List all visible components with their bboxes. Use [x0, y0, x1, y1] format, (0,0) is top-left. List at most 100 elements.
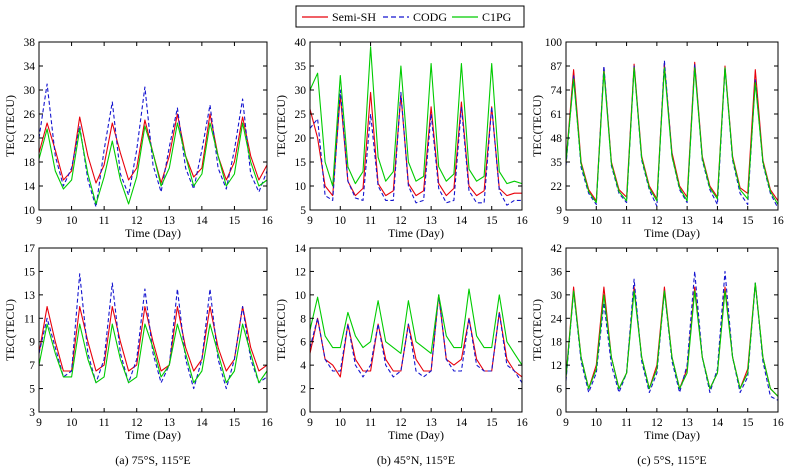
- y-tick-label: 18: [551, 337, 563, 349]
- x-tick-label: 10: [66, 417, 78, 429]
- y-tick-label: 9: [556, 205, 562, 217]
- x-tick-label: 16: [772, 417, 784, 429]
- series-line-c1pg: [309, 288, 523, 366]
- x-tick-label: 11: [621, 215, 632, 227]
- x-tick-label: 9: [36, 417, 42, 429]
- x-tick-label: 15: [486, 215, 498, 227]
- x-tick-label: 10: [335, 215, 347, 227]
- series-line-c1pg: [565, 67, 779, 205]
- x-tick-label: 10: [335, 417, 347, 429]
- series-line-c1pg: [38, 323, 268, 384]
- plot-frame: [38, 247, 268, 413]
- y-tick-label: 100: [545, 37, 563, 49]
- x-tick-label: 13: [164, 417, 176, 429]
- y-tick-label: 34: [24, 61, 36, 73]
- x-tick-label: 9: [307, 215, 313, 227]
- series-line-semi-sh: [309, 294, 523, 378]
- plot-area: [310, 42, 522, 210]
- y-tick-label: 13: [24, 290, 36, 302]
- x-tick-label: 14: [196, 417, 208, 429]
- x-tick-label: 12: [131, 417, 143, 429]
- y-tick-label: 26: [24, 109, 36, 121]
- plot-area: [566, 42, 778, 210]
- series-line-codg: [38, 273, 268, 390]
- x-tick-label: 12: [651, 215, 663, 227]
- x-tick-label: 15: [486, 417, 498, 429]
- y-tick-label: 30: [24, 85, 36, 97]
- x-tick-label: 10: [591, 417, 603, 429]
- legend-label-semi-sh: Semi-SH: [332, 10, 376, 24]
- y-tick-label: 12: [295, 266, 307, 278]
- x-tick-label: 11: [99, 215, 110, 227]
- plot-frame: [565, 247, 779, 413]
- y-tick-label: 87: [551, 61, 563, 73]
- y-tick-label: 10: [24, 205, 36, 217]
- x-tick-label: 14: [456, 215, 468, 227]
- x-tick-label: 13: [681, 417, 693, 429]
- x-tick-label: 16: [261, 417, 273, 429]
- y-axis-label: TEC(TECU): [3, 299, 17, 361]
- y-tick-label: 15: [24, 266, 36, 278]
- x-tick-label: 12: [131, 215, 143, 227]
- x-tick-label: 12: [395, 215, 407, 227]
- x-tick-label: 15: [229, 417, 241, 429]
- panel-caption: (c) 5°S, 115°E: [637, 453, 706, 467]
- panel-caption: (a) 75°S, 115°E: [115, 453, 190, 467]
- y-tick-label: 6: [556, 384, 562, 396]
- legend: Semi-SH CODG C1PG: [295, 5, 525, 28]
- x-tick-label: 14: [196, 215, 208, 227]
- y-tick-label: 38: [24, 37, 36, 49]
- series-line-codg: [309, 89, 522, 206]
- plot-frame: [565, 41, 779, 211]
- x-tick-label: 16: [261, 215, 273, 227]
- plot-area: [310, 248, 522, 412]
- series-line-codg: [309, 294, 523, 383]
- series-line-c1pg: [38, 122, 268, 205]
- panel-bottom-right: 9 10 11 12 13 14 15 16 0 6 12 18 24 30 36 42 Time (Day) T…: [530, 243, 784, 467]
- x-tick-label: 16: [516, 215, 528, 227]
- series-line-c1pg: [309, 46, 523, 187]
- y-tick-label: 20: [295, 133, 307, 145]
- plot-area: [566, 248, 778, 412]
- y-tick-label: 30: [295, 85, 307, 97]
- panel-bottom-middle: 9 10 11 12 13 14 15 16 0 2 4 6 8 10 12 14 Time (Day) TEC(…: [274, 243, 528, 467]
- x-tick-label: 11: [621, 417, 632, 429]
- y-tick-label: 7: [29, 360, 35, 372]
- y-tick-label: 61: [551, 109, 563, 121]
- y-tick-label: 11: [24, 313, 35, 325]
- y-axis-label: TEC(TECU): [530, 95, 544, 157]
- x-axis-label: Time (Day): [644, 428, 700, 442]
- x-tick-label: 9: [563, 417, 569, 429]
- panel-top-middle: 9 10 11 12 13 14 15 16 5 10 15 20 25 30 35 40 Time (Day)…: [274, 37, 528, 240]
- y-tick-label: 22: [24, 133, 36, 145]
- x-tick-label: 15: [742, 215, 754, 227]
- y-tick-label: 18: [24, 157, 36, 169]
- y-tick-label: 36: [551, 266, 563, 278]
- y-tick-label: 0: [300, 407, 306, 419]
- x-axis-label: Time (Day): [388, 428, 444, 442]
- x-axis-label: Time (Day): [644, 226, 700, 240]
- x-tick-label: 15: [229, 215, 241, 227]
- x-tick-label: 12: [395, 417, 407, 429]
- y-tick-label: 35: [295, 61, 307, 73]
- panel-caption: (b) 45°N, 115°E: [377, 453, 455, 467]
- x-tick-label: 12: [651, 417, 663, 429]
- x-tick-label: 15: [742, 417, 754, 429]
- y-tick-label: 6: [300, 337, 306, 349]
- legend-label-codg: CODG: [413, 10, 447, 24]
- y-axis-label: TEC(TECU): [274, 299, 288, 361]
- y-tick-label: 15: [295, 157, 307, 169]
- y-axis-label: TEC(TECU): [274, 95, 288, 157]
- y-tick-label: 0: [556, 407, 562, 419]
- y-tick-label: 35: [551, 157, 563, 169]
- x-tick-label: 13: [425, 417, 437, 429]
- x-tick-label: 14: [456, 417, 468, 429]
- series-line-semi-sh: [309, 91, 522, 197]
- x-tick-label: 10: [591, 215, 603, 227]
- x-tick-label: 13: [681, 215, 693, 227]
- plot-area: [39, 248, 267, 412]
- y-tick-label: 4: [300, 360, 306, 372]
- x-tick-label: 11: [99, 417, 110, 429]
- legend-label-c1pg: C1PG: [482, 10, 512, 24]
